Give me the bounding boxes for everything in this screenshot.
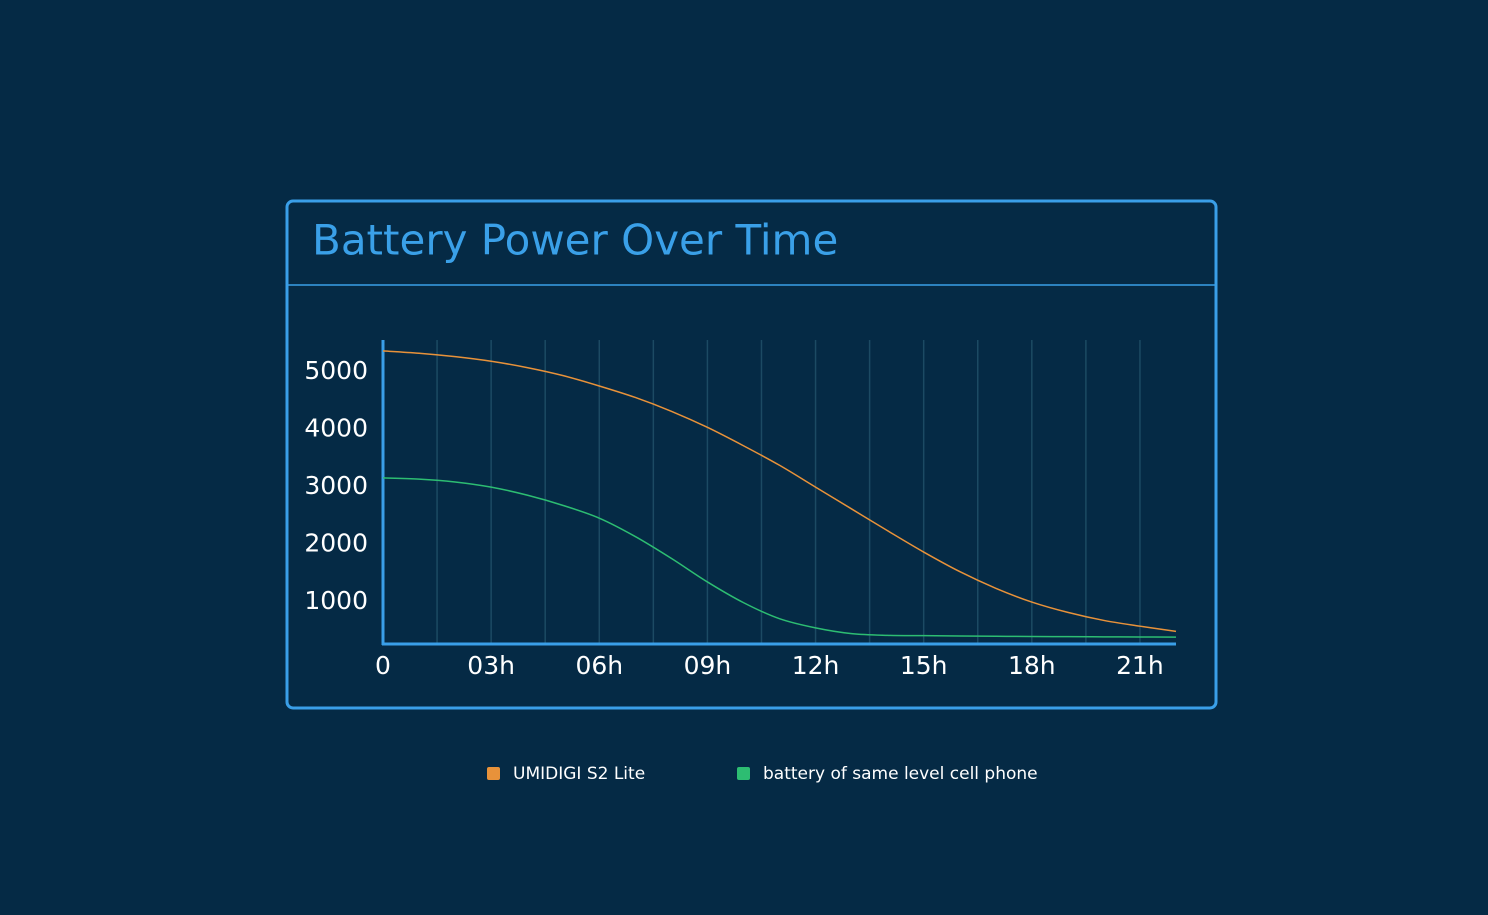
y-tick-label: 4000 — [304, 414, 368, 443]
y-tick-label: 5000 — [304, 356, 368, 385]
x-tick-label: 09h — [684, 651, 732, 680]
legend-swatch — [487, 767, 500, 780]
y-tick-label: 1000 — [304, 586, 368, 615]
chart-title: Battery Power Over Time — [312, 216, 838, 265]
x-tick-label: 18h — [1008, 651, 1056, 680]
legend-swatch — [737, 767, 750, 780]
line-series — [382, 350, 1177, 633]
y-tick-label: 3000 — [304, 471, 368, 500]
chart-frame — [285, 199, 1218, 710]
x-tick-label: 15h — [900, 651, 948, 680]
legend-label: UMIDIGI S2 Lite — [513, 764, 645, 784]
x-tick-label: 03h — [467, 651, 515, 680]
x-tick-label: 12h — [792, 651, 840, 680]
line-series — [382, 477, 1177, 638]
legend-label: battery of same level cell phone — [763, 764, 1038, 784]
x-tick-label: 21h — [1116, 651, 1164, 680]
y-tick-label: 2000 — [304, 529, 368, 558]
x-tick-label: 0 — [375, 651, 391, 680]
x-tick-label: 06h — [575, 651, 623, 680]
